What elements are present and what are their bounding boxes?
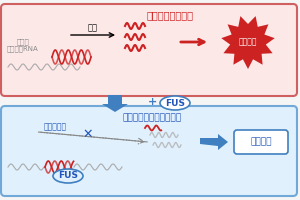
Ellipse shape bbox=[160, 96, 190, 110]
Text: +: + bbox=[148, 97, 157, 107]
Ellipse shape bbox=[53, 169, 83, 183]
Text: 異常な: 異常な bbox=[16, 39, 29, 45]
Text: 異常ポリペプチドの減少: 異常ポリペプチドの減少 bbox=[122, 113, 182, 122]
Text: リピートRNA: リピートRNA bbox=[7, 46, 39, 52]
Text: 異常ポリペプチド: 異常ポリペプチド bbox=[146, 10, 194, 20]
Polygon shape bbox=[102, 95, 128, 112]
Polygon shape bbox=[200, 134, 228, 150]
Text: ✕: ✕ bbox=[83, 128, 93, 140]
FancyBboxPatch shape bbox=[1, 106, 297, 196]
Text: 翻訳の抑制: 翻訳の抑制 bbox=[44, 122, 67, 132]
Text: 神経変性: 神経変性 bbox=[239, 38, 257, 46]
Polygon shape bbox=[221, 16, 275, 69]
FancyBboxPatch shape bbox=[1, 4, 297, 96]
Text: 翻訳: 翻訳 bbox=[88, 23, 98, 32]
Text: FUS: FUS bbox=[165, 98, 185, 108]
Text: FUS: FUS bbox=[58, 171, 78, 180]
FancyBboxPatch shape bbox=[234, 130, 288, 154]
Text: 治療効果: 治療効果 bbox=[250, 138, 272, 146]
